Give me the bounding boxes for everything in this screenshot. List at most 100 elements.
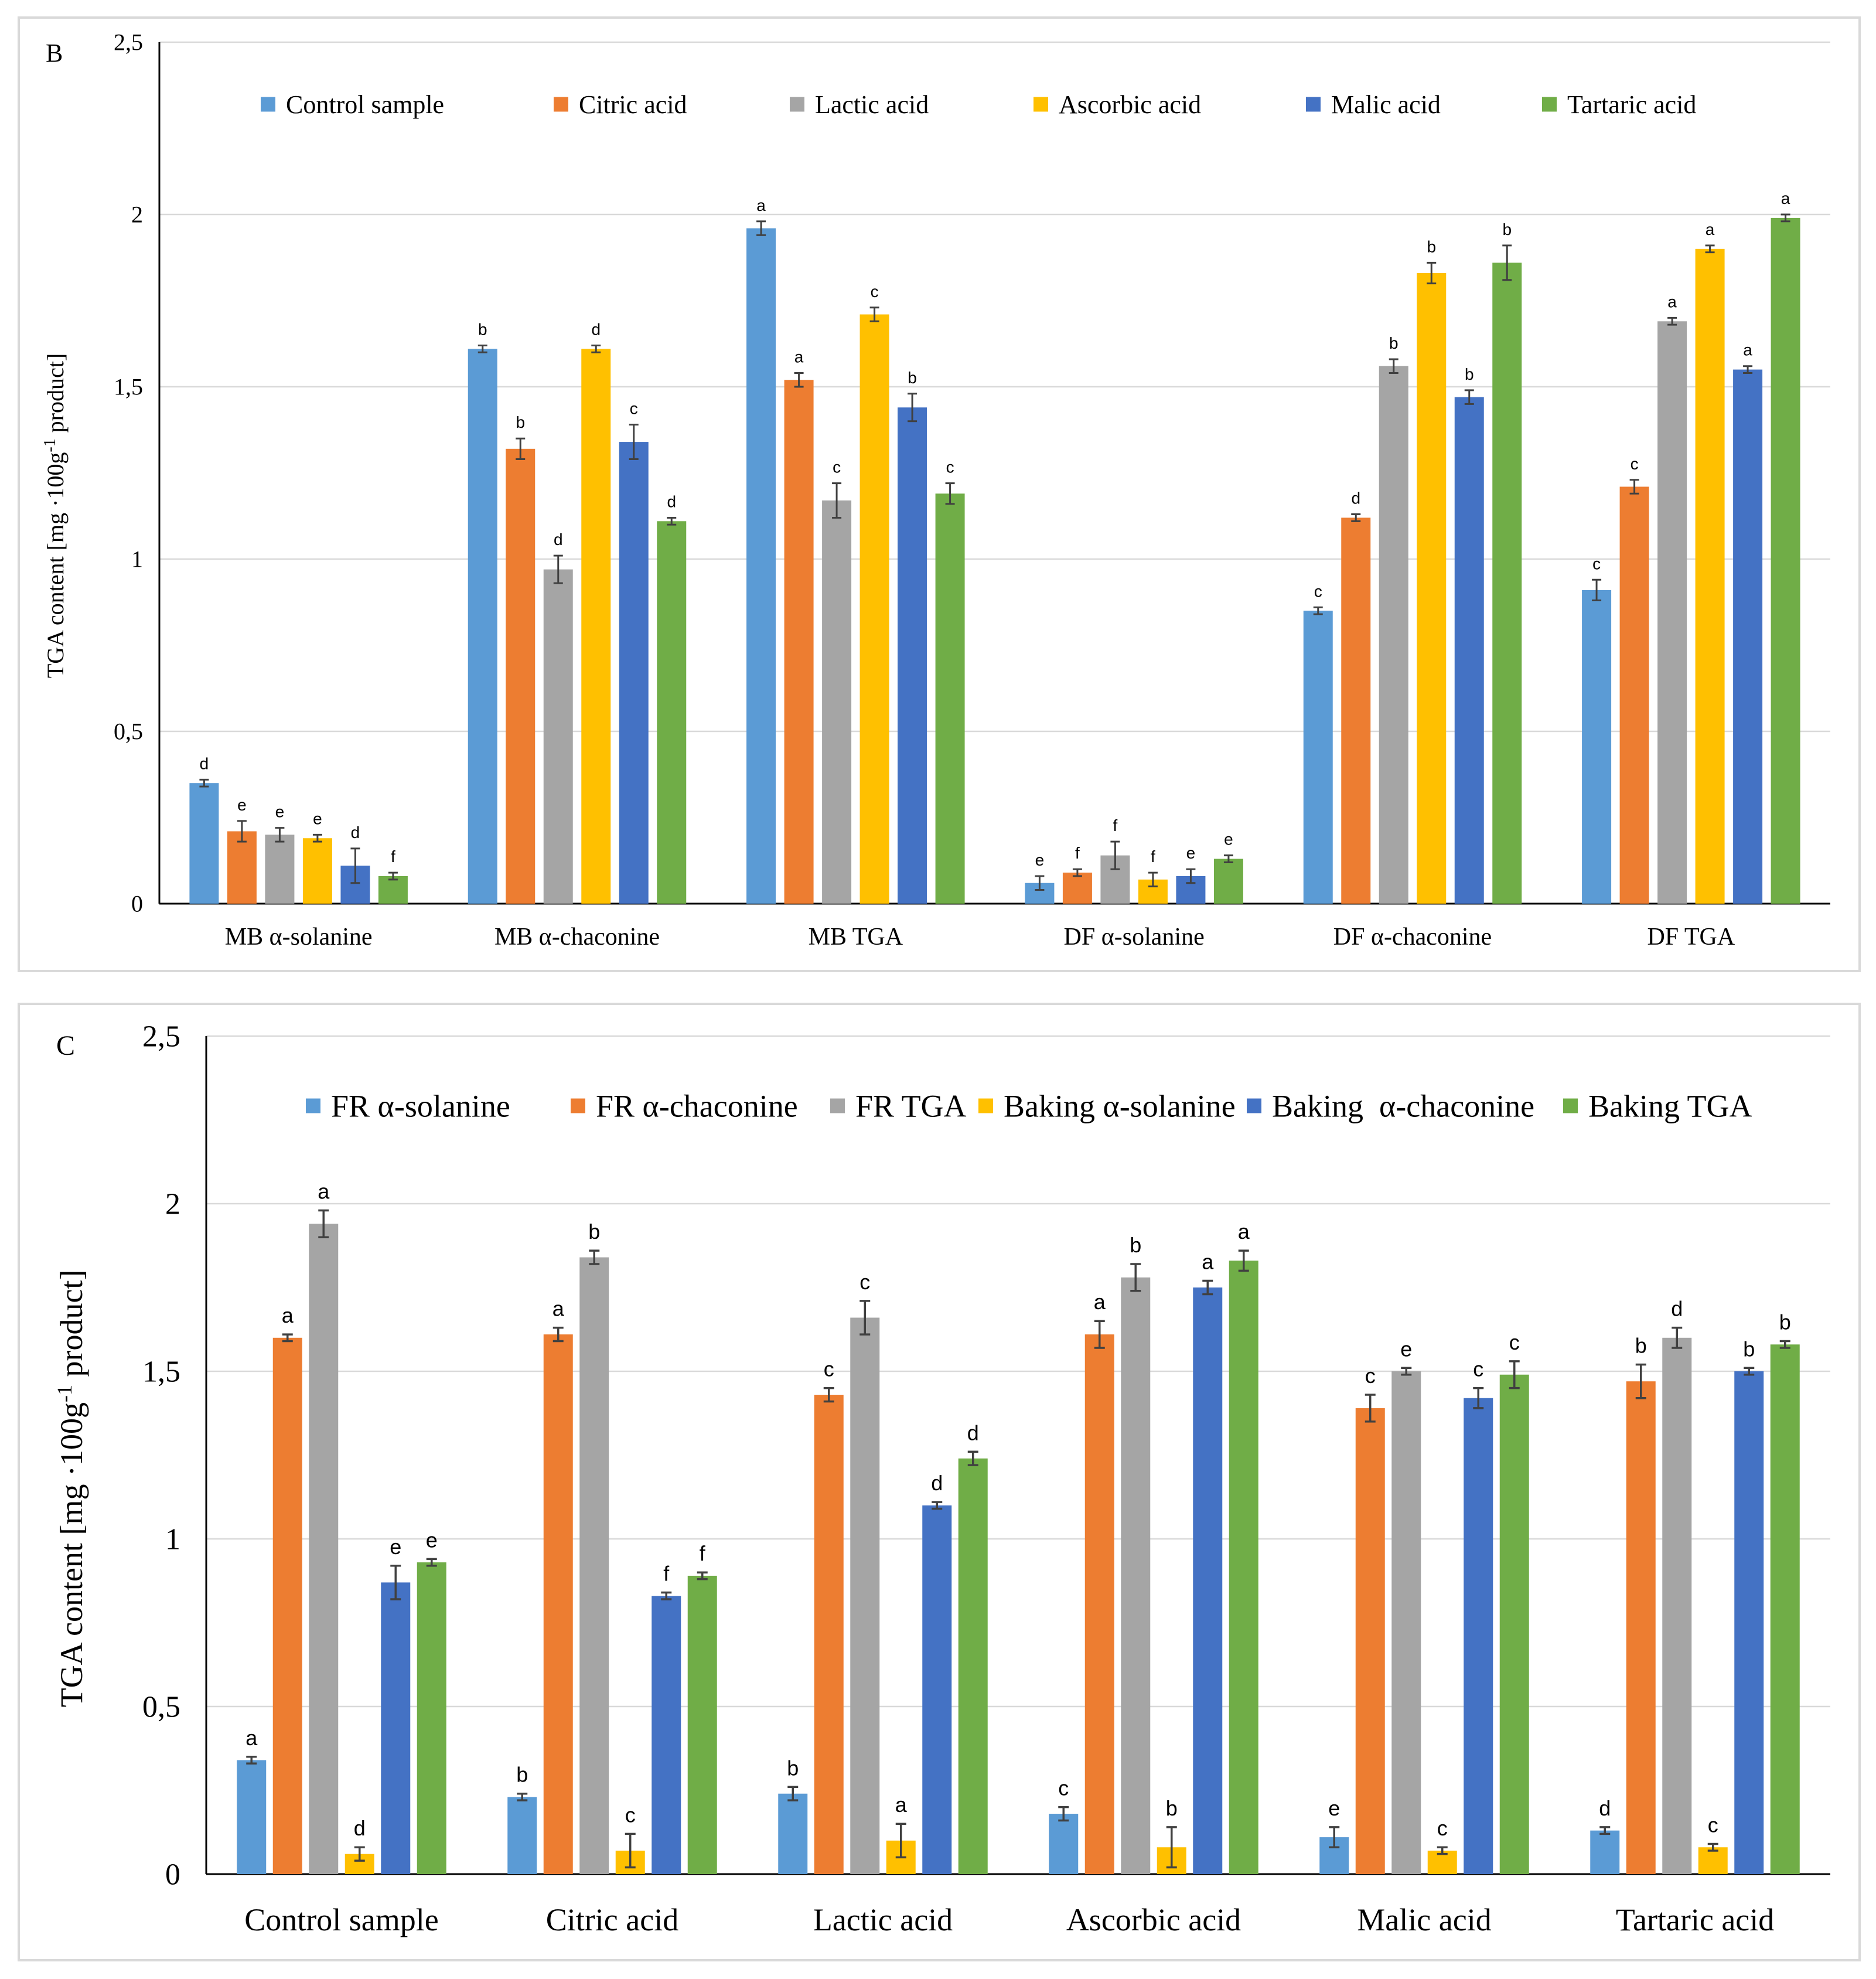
significance-letter: c	[1058, 1776, 1069, 1800]
legend-item: Lactic acid	[790, 90, 929, 119]
bar	[784, 380, 814, 904]
bar	[1734, 1371, 1764, 1874]
y-tick-label: 2	[131, 202, 143, 228]
bar	[1213, 859, 1243, 904]
significance-letter: f	[663, 1562, 670, 1586]
error-bar	[275, 827, 285, 843]
bar	[1121, 1277, 1151, 1874]
y-label-tail: product]	[42, 353, 69, 439]
significance-letter: c	[1473, 1357, 1483, 1381]
error-bar	[516, 437, 526, 460]
bar	[850, 1317, 880, 1874]
bar	[935, 493, 965, 904]
y-tick-label: 1	[165, 1523, 180, 1556]
error-bar	[1744, 1367, 1755, 1376]
legend-label: Ascorbic acid	[1059, 90, 1201, 119]
x-category-label: Control sample	[244, 1902, 438, 1937]
significance-letter: b	[1779, 1310, 1791, 1334]
bar	[227, 831, 257, 904]
significance-letter: d	[1599, 1796, 1611, 1820]
x-category-label: Citric acid	[546, 1902, 678, 1937]
x-category-label: Tartaric acid	[1616, 1902, 1775, 1937]
x-category-label: Malic acid	[1357, 1902, 1491, 1937]
significance-letter: a	[794, 348, 804, 366]
error-bar	[1502, 244, 1512, 281]
panel-b-y-axis-label: TGA content [mg ·100g-1 product]	[41, 353, 69, 678]
bar	[1619, 486, 1649, 904]
bar	[468, 349, 497, 904]
significance-letter: b	[1166, 1796, 1178, 1820]
bar	[814, 1395, 844, 1874]
x-category-label: DF α-solanine	[1064, 924, 1205, 951]
error-bar	[1705, 244, 1715, 254]
error-bar	[869, 306, 879, 322]
significance-letter: b	[1743, 1337, 1755, 1361]
y-tick-label: 0,5	[142, 1691, 180, 1724]
significance-letter: a	[1706, 220, 1715, 239]
legend-swatch	[1542, 97, 1557, 112]
legend-item: Malic acid	[1306, 90, 1441, 119]
bar	[1771, 217, 1800, 904]
bar	[1695, 248, 1725, 904]
bar	[1379, 366, 1408, 904]
panel-c-y-axis-label: TGA content [mg ·100g-1 product]	[53, 1270, 89, 1708]
significance-letter: c	[871, 282, 879, 301]
x-category-label: Lactic acid	[813, 1902, 953, 1937]
significance-letter: a	[1202, 1250, 1214, 1274]
bar	[1499, 1374, 1529, 1874]
error-bar	[1667, 316, 1677, 326]
significance-letter: f	[700, 1541, 706, 1565]
significance-letter: c	[833, 458, 841, 476]
legend-swatch	[571, 1098, 585, 1113]
significance-letter: e	[1328, 1796, 1340, 1820]
error-bar	[477, 344, 487, 353]
y-tick-label: 0	[131, 891, 143, 917]
error-bar	[1365, 1394, 1376, 1423]
bar	[1084, 1334, 1114, 1874]
legend-swatch	[1033, 97, 1048, 112]
significance-letter: b	[516, 413, 525, 431]
legend-item: Baking TGA	[1563, 1088, 1752, 1123]
legend-swatch	[790, 97, 804, 112]
error-bar	[667, 516, 677, 526]
error-bar	[354, 1846, 365, 1862]
bar	[1391, 1371, 1421, 1874]
bar	[581, 349, 611, 904]
error-bar	[390, 1565, 401, 1600]
error-bar	[1427, 261, 1437, 285]
panel-c: C TGA content [mg ·100g-1 product] 0 0,5 1…	[18, 1003, 1861, 1961]
error-bar	[697, 1571, 708, 1581]
x-category-label: DF TGA	[1647, 924, 1735, 951]
significance-letter: b	[787, 1756, 799, 1780]
significance-letter: c	[1365, 1364, 1376, 1388]
bar	[1454, 397, 1484, 904]
significance-letter: e	[275, 803, 285, 821]
error-bar	[1509, 1360, 1520, 1389]
bar	[265, 834, 295, 904]
bar	[898, 407, 927, 904]
error-bar	[1058, 1806, 1069, 1822]
error-bar	[1072, 868, 1082, 877]
significance-letter: c	[630, 400, 638, 418]
error-bar	[908, 393, 917, 423]
significance-letter: a	[245, 1726, 258, 1750]
error-bar	[1186, 868, 1196, 884]
significance-letter: c	[1708, 1813, 1718, 1837]
significance-letter: a	[1781, 189, 1790, 207]
bar	[1698, 1847, 1728, 1874]
legend-label: Baking α-solanine	[1004, 1088, 1236, 1123]
panel-b: B TGA content [mg ·100g-1 product] 0 0,5 1…	[18, 16, 1861, 972]
error-bar	[1599, 1826, 1611, 1835]
legend-label: Malic acid	[1331, 90, 1441, 119]
legend-swatch	[1563, 1098, 1578, 1113]
error-bar	[1094, 1320, 1105, 1349]
significance-letter: f	[1151, 847, 1155, 866]
bar	[778, 1793, 808, 1874]
significance-letter: a	[756, 196, 766, 214]
significance-letter: e	[313, 809, 322, 827]
error-bar	[591, 344, 601, 353]
x-category-label: MB α-chaconine	[494, 924, 660, 951]
legend-item: Tartaric acid	[1542, 90, 1696, 119]
error-bar	[1351, 513, 1361, 522]
